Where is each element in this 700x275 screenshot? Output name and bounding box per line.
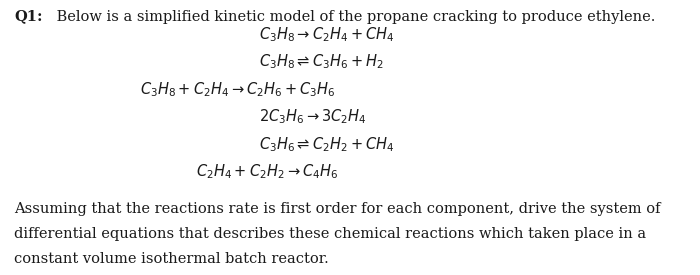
- Text: Assuming that the reactions rate is first order for each component, drive the sy: Assuming that the reactions rate is firs…: [14, 202, 661, 216]
- Text: Q1:: Q1:: [14, 10, 43, 24]
- Text: $C_2H_4+C_2H_2 \rightarrow C_4H_6$: $C_2H_4+C_2H_2 \rightarrow C_4H_6$: [196, 163, 338, 181]
- Text: Below is a simplified kinetic model of the propane cracking to produce ethylene.: Below is a simplified kinetic model of t…: [52, 10, 656, 24]
- Text: $C_3H_8 \rightleftharpoons C_3H_6+H_2$: $C_3H_8 \rightleftharpoons C_3H_6+H_2$: [259, 53, 384, 71]
- Text: $C_3H_8 \rightarrow C_2H_4+CH_4$: $C_3H_8 \rightarrow C_2H_4+CH_4$: [259, 25, 394, 44]
- Text: $C_3H_6 \rightleftharpoons C_2H_2+CH_4$: $C_3H_6 \rightleftharpoons C_2H_2+CH_4$: [259, 135, 394, 154]
- Text: $C_3H_8+C_2H_4 \rightarrow C_2H_6+C_3H_6$: $C_3H_8+C_2H_4 \rightarrow C_2H_6+C_3H_6…: [140, 80, 335, 99]
- Text: differential equations that describes these chemical reactions which taken place: differential equations that describes th…: [14, 227, 646, 241]
- Text: constant volume isothermal batch reactor.: constant volume isothermal batch reactor…: [14, 252, 329, 266]
- Text: $2C_3H_6 \rightarrow 3C_2H_4$: $2C_3H_6 \rightarrow 3C_2H_4$: [259, 108, 367, 126]
